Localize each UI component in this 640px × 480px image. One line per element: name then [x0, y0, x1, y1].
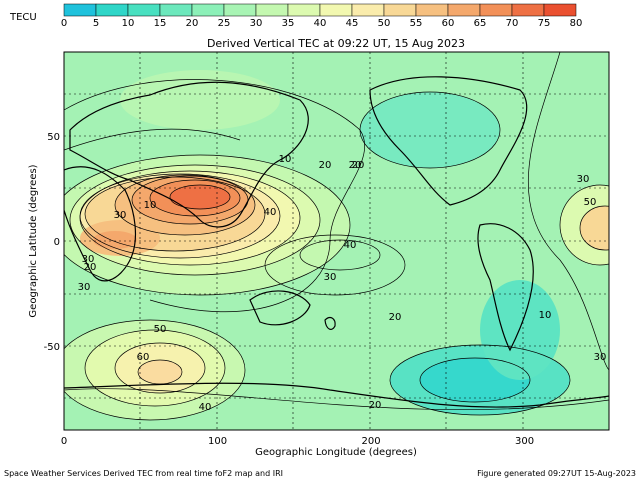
colorbar-tick-label: 30	[250, 18, 263, 29]
graticule	[64, 52, 609, 430]
colorbar-tick-label: 70	[506, 18, 519, 29]
contour-label: 30	[114, 210, 127, 221]
colorbar-swatch	[255, 3, 289, 17]
mid-tec-region-asia-north	[120, 70, 280, 130]
x-axis-tick-labels: 0 100 200 300	[61, 436, 534, 447]
contour-label: 20	[389, 312, 402, 323]
contour-label: 40	[344, 240, 357, 251]
colorbar-tick-labels: 0 5 10 15 20 25 30 35 40 45 50 55 60 65 70 75 80	[61, 18, 583, 29]
colorbar-tick-label: 65	[474, 18, 487, 29]
colorbar-tick-label: 20	[186, 18, 199, 29]
colorbar-swatch	[511, 3, 545, 17]
colorbar-tick-label: 25	[218, 18, 231, 29]
colorbar-tick-label: 15	[154, 18, 167, 29]
colorbar-tick-label: 80	[570, 18, 583, 29]
colorbar-tick-label: 55	[410, 18, 423, 29]
coastline-eurasia	[69, 81, 309, 228]
colorbar-swatch	[415, 3, 449, 17]
y-tick-label: -50	[44, 342, 60, 353]
contour-label: 30	[78, 282, 91, 293]
colorbar-swatch	[287, 3, 321, 17]
y-axis-tick-labels: 50 0 -50	[44, 132, 60, 353]
contour-label: 30	[324, 272, 337, 283]
x-tick-label: 300	[515, 436, 534, 447]
coastline-south-america	[477, 223, 534, 352]
low-tec-region-north-america	[360, 92, 500, 168]
colorbar-tick-label: 0	[61, 18, 67, 29]
colorbar-tick-label: 5	[93, 18, 99, 29]
colorbar-swatch	[95, 3, 129, 17]
colorbar-tick-label: 75	[538, 18, 551, 29]
y-tick-label: 0	[54, 237, 60, 248]
colorbar-unit-label: TECU	[9, 12, 37, 23]
x-tick-label: 200	[361, 436, 380, 447]
coastline-new-zealand	[324, 316, 336, 330]
colorbar-tick-label: 60	[442, 18, 455, 29]
coastline-africa	[64, 166, 136, 282]
coastlines	[64, 76, 609, 408]
map-title: Derived Vertical TEC at 09:22 UT, 15 Aug…	[207, 37, 465, 50]
x-axis-label: Geographic Longitude (degrees)	[255, 447, 417, 458]
contour-label: 30	[82, 254, 95, 265]
contour-label: 30	[594, 352, 607, 363]
coastline-north-america	[369, 76, 528, 206]
colorbar-swatch	[159, 3, 193, 17]
colorbar-swatch	[479, 3, 513, 17]
southern-tec-core	[138, 360, 182, 384]
eia-south-crest-core	[93, 231, 137, 249]
coastline-antarctica	[64, 382, 609, 408]
east-pacific-inner	[580, 206, 609, 250]
contour-label: 50	[584, 197, 597, 208]
footer-source: Space Weather Services Derived TEC from …	[4, 469, 283, 478]
colorbar-swatch	[127, 3, 161, 17]
colorbar-swatch	[191, 3, 225, 17]
contour-label: 10	[144, 200, 157, 211]
contour-label: 10	[539, 310, 552, 321]
y-axis-label: Geographic Latitude (degrees)	[28, 164, 39, 317]
y-tick-label: 50	[47, 132, 60, 143]
colorbar-swatch	[63, 3, 97, 17]
colorbar	[63, 3, 577, 17]
colorbar-swatch	[351, 3, 385, 17]
contour-label: 30	[577, 174, 590, 185]
contour-label: 20	[369, 400, 382, 411]
eia-ring-70	[170, 185, 230, 209]
colorbar-swatch	[543, 3, 577, 17]
colorbar-swatch	[223, 3, 257, 17]
x-tick-label: 0	[61, 436, 67, 447]
contour-label: 20	[349, 160, 362, 171]
contour-label: 20	[352, 160, 365, 171]
coastline-australia	[249, 290, 311, 326]
colorbar-tick-label: 50	[378, 18, 391, 29]
contour-label: 10	[279, 154, 292, 165]
low-tec-region-south-america	[480, 280, 560, 380]
colorbar-tick-label: 45	[346, 18, 359, 29]
footer-generated: Figure generated 09:27UT 15-Aug-2023	[477, 469, 636, 478]
contour-label: 50	[154, 324, 167, 335]
contour-label: 40	[264, 207, 277, 218]
colorbar-swatch	[319, 3, 353, 17]
contour-label: 20	[84, 262, 97, 273]
contour-label: 60	[137, 352, 150, 363]
contour-label: 40	[199, 402, 212, 413]
map-frame	[63, 51, 610, 431]
colorbar-tick-label: 10	[122, 18, 135, 29]
colorbar-swatch	[383, 3, 417, 17]
contour-label: 20	[319, 160, 332, 171]
colorbar-swatch	[447, 3, 481, 17]
colorbar-tick-label: 35	[282, 18, 295, 29]
x-tick-label: 100	[208, 436, 227, 447]
colorbar-tick-label: 40	[314, 18, 327, 29]
